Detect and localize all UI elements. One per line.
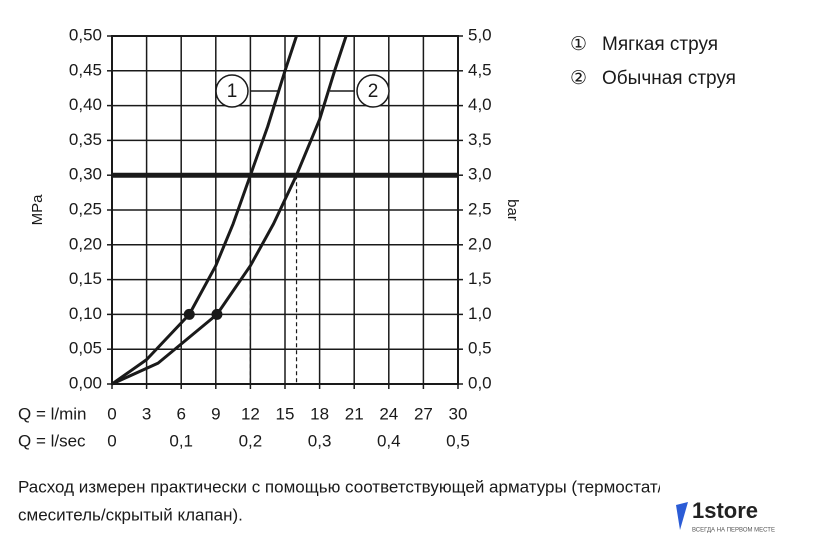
y2-axis-label: bar	[504, 199, 521, 221]
y-tick-label: 0,00	[69, 373, 102, 392]
x2-tick-label: 0,4	[377, 431, 401, 450]
y-tick-label: 0,45	[69, 60, 102, 79]
annotation-label: 2	[368, 81, 379, 102]
legend-label: Обычная струя	[602, 68, 736, 89]
x-tick-label: 12	[241, 404, 260, 423]
x2-tick-label: 0,2	[239, 431, 263, 450]
x2-tick-label: 0,1	[169, 431, 193, 450]
y-tick-label: 0,10	[69, 304, 102, 323]
y2-tick-label: 3,5	[468, 130, 492, 149]
x-tick-label: 24	[379, 404, 398, 423]
y2-tick-label: 0,0	[468, 373, 492, 392]
annotation-label: 1	[227, 81, 238, 102]
y-axis-label: MPa	[29, 194, 46, 226]
x-tick-label: 6	[176, 404, 185, 423]
logo-icon	[676, 502, 688, 530]
y2-tick-label: 2,5	[468, 199, 492, 218]
legend-symbol: ②	[570, 68, 587, 89]
series-line	[111, 35, 348, 386]
logo-name: 1store	[692, 498, 758, 523]
y2-tick-label: 4,0	[468, 95, 492, 114]
y-tick-label: 0,05	[69, 339, 102, 358]
point	[211, 308, 223, 320]
y2-tick-label: 5,0	[468, 25, 492, 44]
y-tick-label: 0,35	[69, 130, 102, 149]
x-tick-label: 3	[142, 404, 151, 423]
y2-tick-label: 1,0	[468, 304, 492, 323]
x-tick-label: 18	[310, 404, 329, 423]
y-tick-label: 0,30	[69, 165, 102, 184]
x-tick-label: 15	[276, 404, 295, 423]
y-tick-label: 0,50	[69, 25, 102, 44]
point	[183, 308, 195, 320]
x-tick-label: 0	[107, 404, 116, 423]
y-tick-label: 0,20	[69, 234, 102, 253]
x2-tick-label: 0,5	[446, 431, 470, 450]
x2-tick-label: 0	[107, 431, 116, 450]
logo-background	[660, 470, 840, 540]
x2-tick-label: 0,3	[308, 431, 332, 450]
legend-symbol: ①	[570, 34, 587, 55]
footnote-line: смеситель/скрытый клапан).	[18, 505, 243, 524]
y-tick-label: 0,40	[69, 95, 102, 114]
x-tick-label: 21	[345, 404, 364, 423]
annotation-circle	[215, 74, 249, 108]
x-axis-label: Q = l/min	[18, 404, 87, 423]
legend-label: Мягкая струя	[602, 34, 718, 55]
y-tick-label: 0,25	[69, 199, 102, 218]
x-tick-label: 30	[449, 404, 468, 423]
plot-frame	[111, 35, 459, 385]
series-line	[111, 35, 298, 386]
x2-axis-label: Q = l/sec	[18, 431, 86, 450]
y2-tick-label: 1,5	[468, 269, 492, 288]
annotation-circle	[356, 74, 390, 108]
y2-tick-label: 0,5	[468, 339, 492, 358]
footnote-line: Расход измерен практически с помощью соо…	[18, 477, 663, 496]
y2-tick-label: 4,5	[468, 60, 492, 79]
x-tick-label: 27	[414, 404, 433, 423]
y-tick-label: 0,15	[69, 269, 102, 288]
logo-tagline: ВСЕГДА НА ПЕРВОМ МЕСТЕ	[692, 528, 775, 534]
x-tick-label: 9	[211, 404, 220, 423]
y2-tick-label: 2,0	[468, 234, 492, 253]
y2-tick-label: 3,0	[468, 165, 492, 184]
